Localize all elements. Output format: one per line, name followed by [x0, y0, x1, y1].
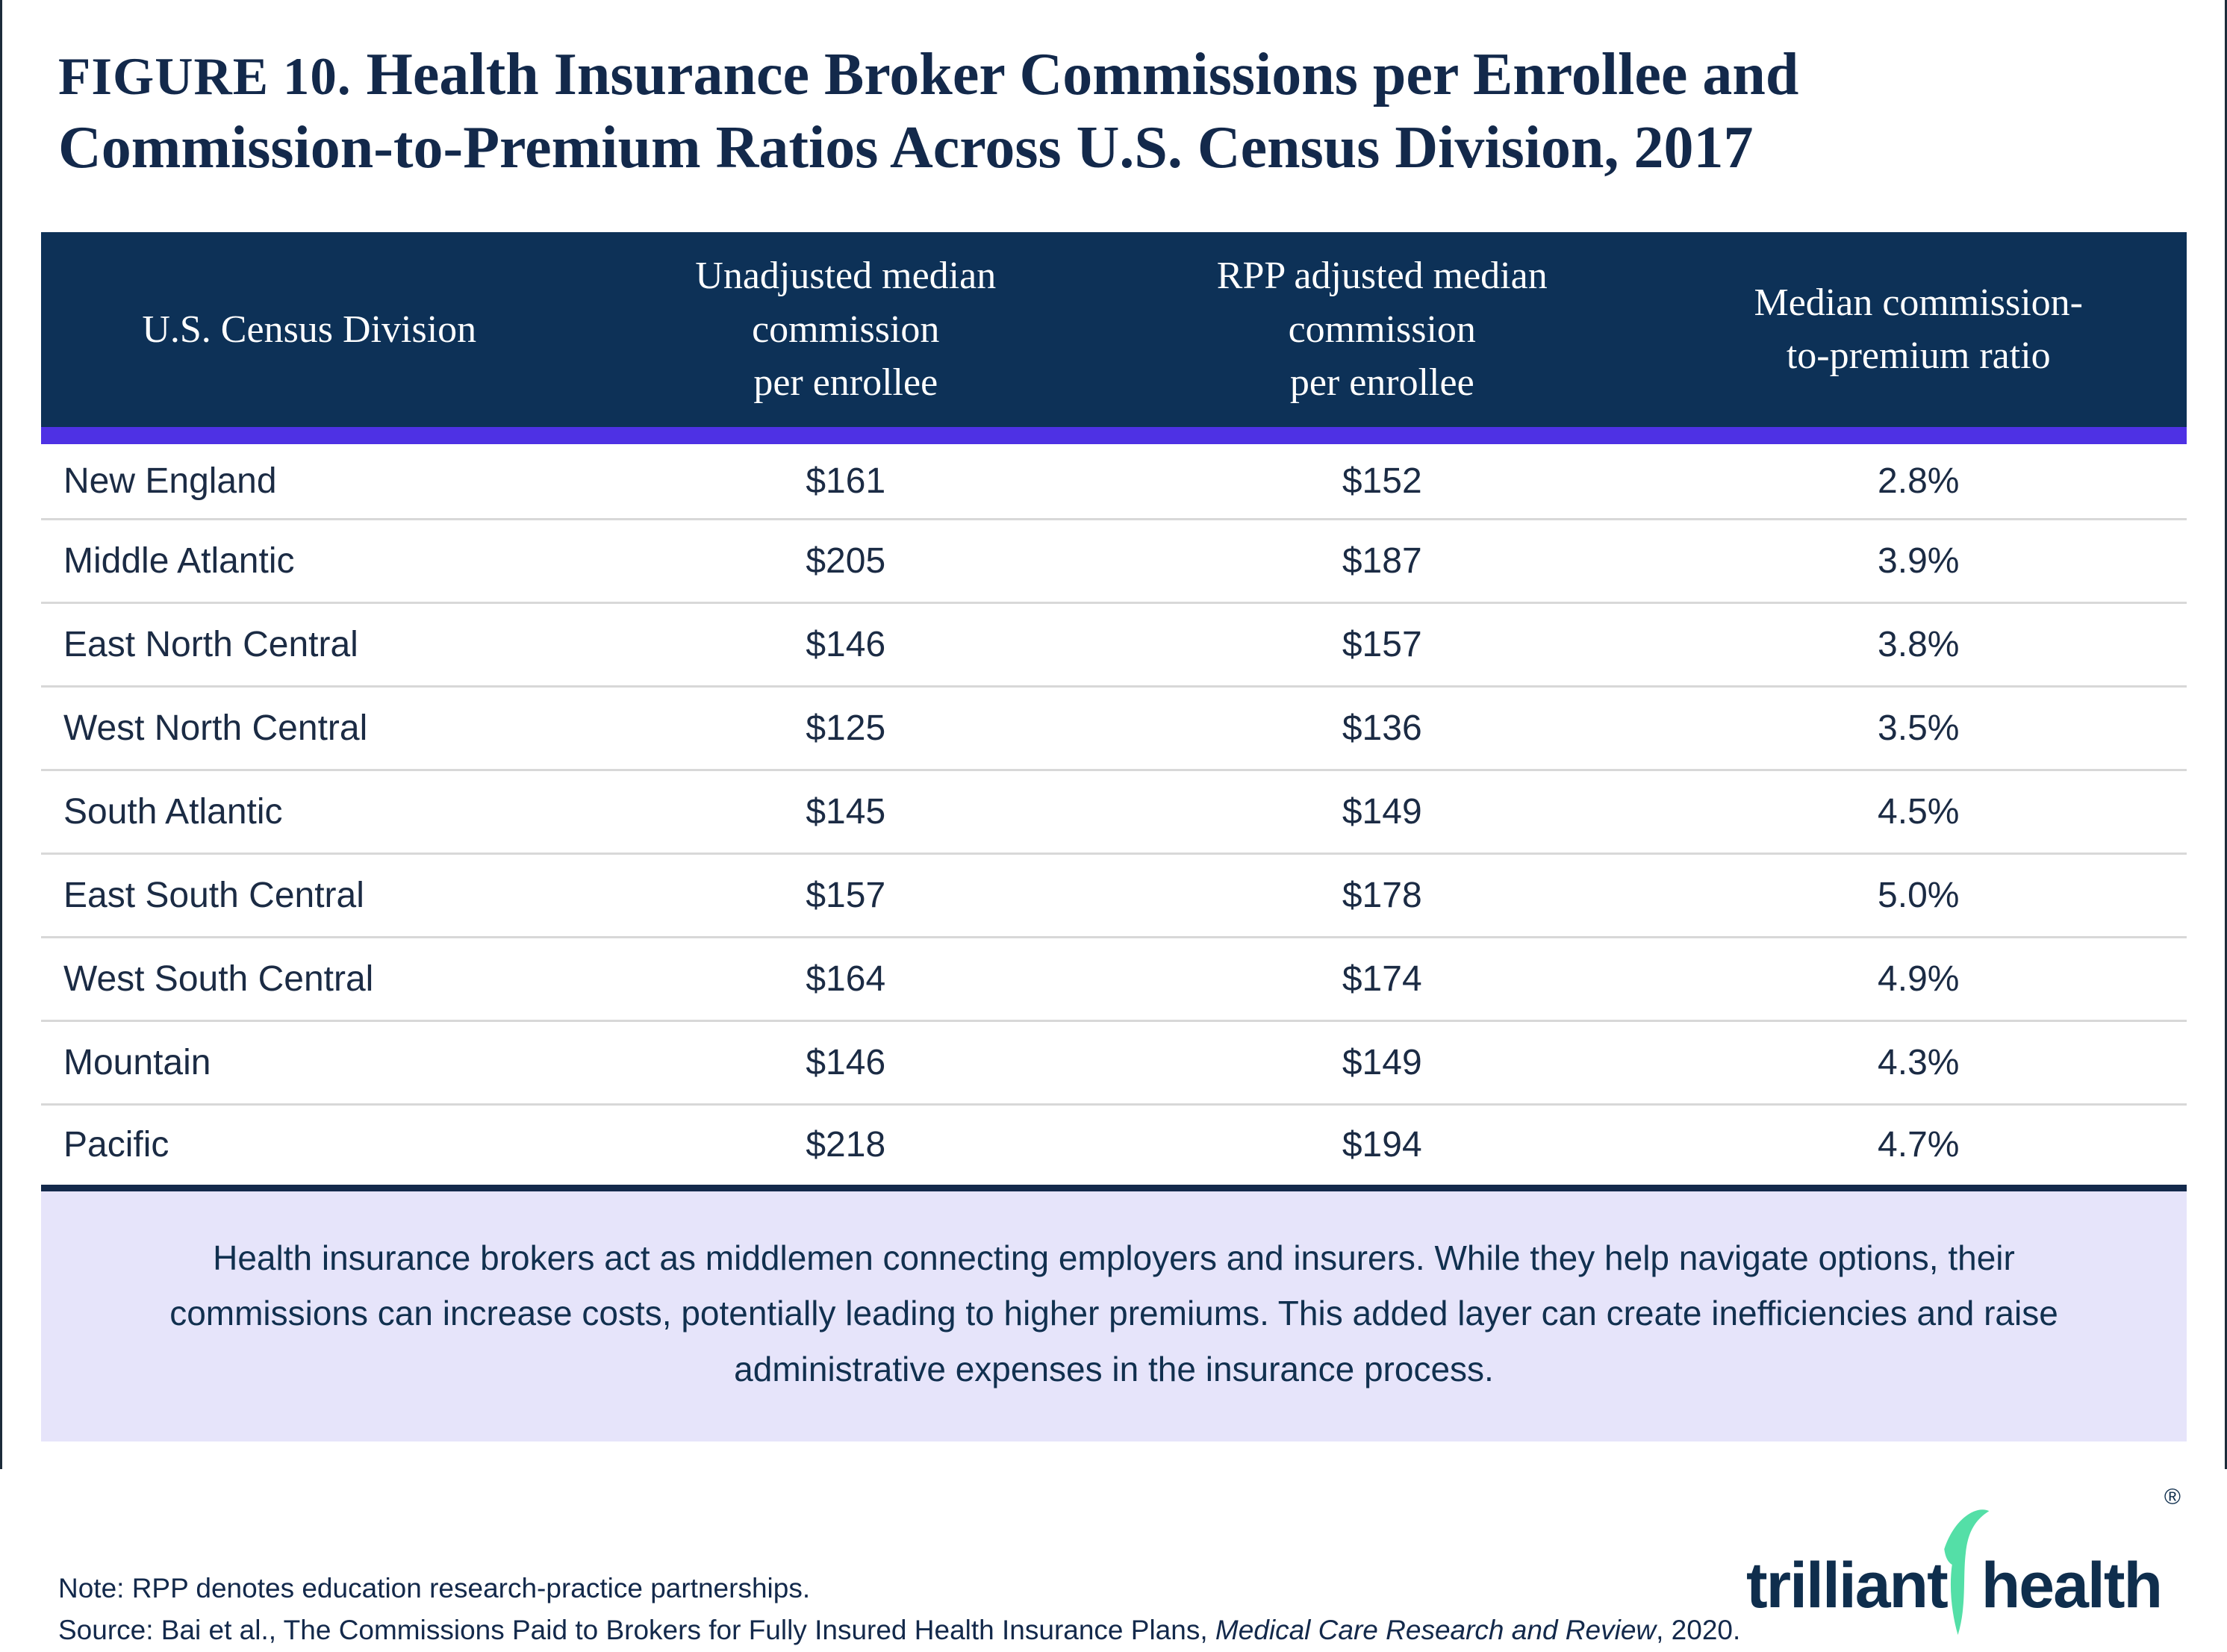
cell-division: New England — [41, 435, 578, 520]
source-prefix: Source: Bai et al., The Commissions Paid… — [58, 1614, 1215, 1645]
cell-rpp_adjusted: $174 — [1114, 937, 1651, 1022]
table-row: Middle Atlantic $205 $187 3.9% — [41, 519, 2187, 604]
callout-note-text: Health insurance brokers act as middleme… — [169, 1238, 2058, 1388]
cell-rpp_adjusted: $136 — [1114, 686, 1651, 771]
source-suffix: , 2020. — [1656, 1614, 1741, 1645]
cell-ratio: 4.3% — [1650, 1020, 2187, 1106]
cell-rpp_adjusted: $157 — [1114, 602, 1651, 688]
cell-ratio: 5.0% — [1650, 853, 2187, 938]
trilliant-health-logo: trilliant health ® — [1746, 1485, 2181, 1651]
footnotes: Note: RPP denotes education research-pra… — [58, 1568, 1740, 1651]
cell-division: West South Central — [41, 937, 578, 1022]
commissions-table: U.S. Census Division Unadjusted median c… — [41, 232, 2187, 1191]
cell-rpp_adjusted: $152 — [1114, 435, 1651, 520]
cell-rpp_adjusted: $194 — [1114, 1104, 1651, 1188]
footer: Note: RPP denotes education research-pra… — [58, 1485, 2181, 1651]
cell-unadjusted: $157 — [577, 853, 1114, 938]
cell-division: Mountain — [41, 1020, 578, 1106]
cell-ratio: 4.5% — [1650, 770, 2187, 855]
page-edge-right — [2225, 0, 2227, 1469]
table-row: East South Central $157 $178 5.0% — [41, 853, 2187, 938]
cell-unadjusted: $164 — [577, 937, 1114, 1022]
table-row: West South Central $164 $174 4.9% — [41, 937, 2187, 1022]
cell-unadjusted: $146 — [577, 1020, 1114, 1106]
cell-division: Pacific — [41, 1104, 578, 1188]
cell-rpp_adjusted: $149 — [1114, 1020, 1651, 1106]
page-title: FIGURE 10. Health Insurance Broker Commis… — [0, 0, 2165, 184]
registered-trademark-icon: ® — [2164, 1485, 2181, 1510]
footnote-note: Note: RPP denotes education research-pra… — [58, 1573, 811, 1604]
cell-ratio: 4.9% — [1650, 937, 2187, 1022]
column-header-unadjusted: Unadjusted median commission per enrolle… — [577, 232, 1114, 444]
footnote-source: Source: Bai et al., The Commissions Paid… — [58, 1609, 1740, 1651]
table-row: South Atlantic $145 $149 4.5% — [41, 770, 2187, 855]
table-header-row: U.S. Census Division Unadjusted median c… — [41, 232, 2187, 444]
trilliant-swoosh-icon — [1941, 1504, 1990, 1651]
table-header: U.S. Census Division Unadjusted median c… — [41, 232, 2187, 444]
cell-ratio: 4.7% — [1650, 1104, 2187, 1188]
logo-word-trilliant: trilliant — [1746, 1550, 1949, 1622]
column-header-division: U.S. Census Division — [41, 232, 578, 444]
table-row: East North Central $146 $157 3.8% — [41, 602, 2187, 688]
table-body: New England $161 $152 2.8% Middle Atlantic $2… — [41, 435, 2187, 1188]
page-edge-left — [0, 0, 2, 1469]
cell-unadjusted: $161 — [577, 435, 1114, 520]
cell-unadjusted: $146 — [577, 602, 1114, 688]
source-journal: Medical Care Research and Review — [1215, 1614, 1657, 1645]
cell-ratio: 2.8% — [1650, 435, 2187, 520]
table-row: New England $161 $152 2.8% — [41, 435, 2187, 520]
figure-title-text: Health Insurance Broker Commissions per … — [58, 42, 1799, 181]
column-header-ratio: Median commission- to-premium ratio — [1650, 232, 2187, 444]
cell-rpp_adjusted: $149 — [1114, 770, 1651, 855]
cell-ratio: 3.8% — [1650, 602, 2187, 688]
cell-ratio: 3.5% — [1650, 686, 2187, 771]
cell-rpp_adjusted: $178 — [1114, 853, 1651, 938]
table-row: Pacific $218 $194 4.7% — [41, 1104, 2187, 1188]
figure-label: FIGURE 10. — [58, 48, 352, 106]
cell-unadjusted: $125 — [577, 686, 1114, 771]
cell-division: East North Central — [41, 602, 578, 688]
cell-unadjusted: $145 — [577, 770, 1114, 855]
cell-division: South Atlantic — [41, 770, 578, 855]
cell-unadjusted: $218 — [577, 1104, 1114, 1188]
logo-word-health: health — [1981, 1550, 2163, 1622]
cell-division: East South Central — [41, 853, 578, 938]
cell-rpp_adjusted: $187 — [1114, 519, 1651, 604]
table-row: Mountain $146 $149 4.3% — [41, 1020, 2187, 1106]
cell-division: Middle Atlantic — [41, 519, 578, 604]
column-header-rpp: RPP adjusted median commission per enrol… — [1114, 232, 1651, 444]
cell-ratio: 3.9% — [1650, 519, 2187, 604]
cell-unadjusted: $205 — [577, 519, 1114, 604]
callout-note-box: Health insurance brokers act as middleme… — [41, 1191, 2187, 1442]
cell-division: West North Central — [41, 686, 578, 771]
table-row: West North Central $125 $136 3.5% — [41, 686, 2187, 771]
